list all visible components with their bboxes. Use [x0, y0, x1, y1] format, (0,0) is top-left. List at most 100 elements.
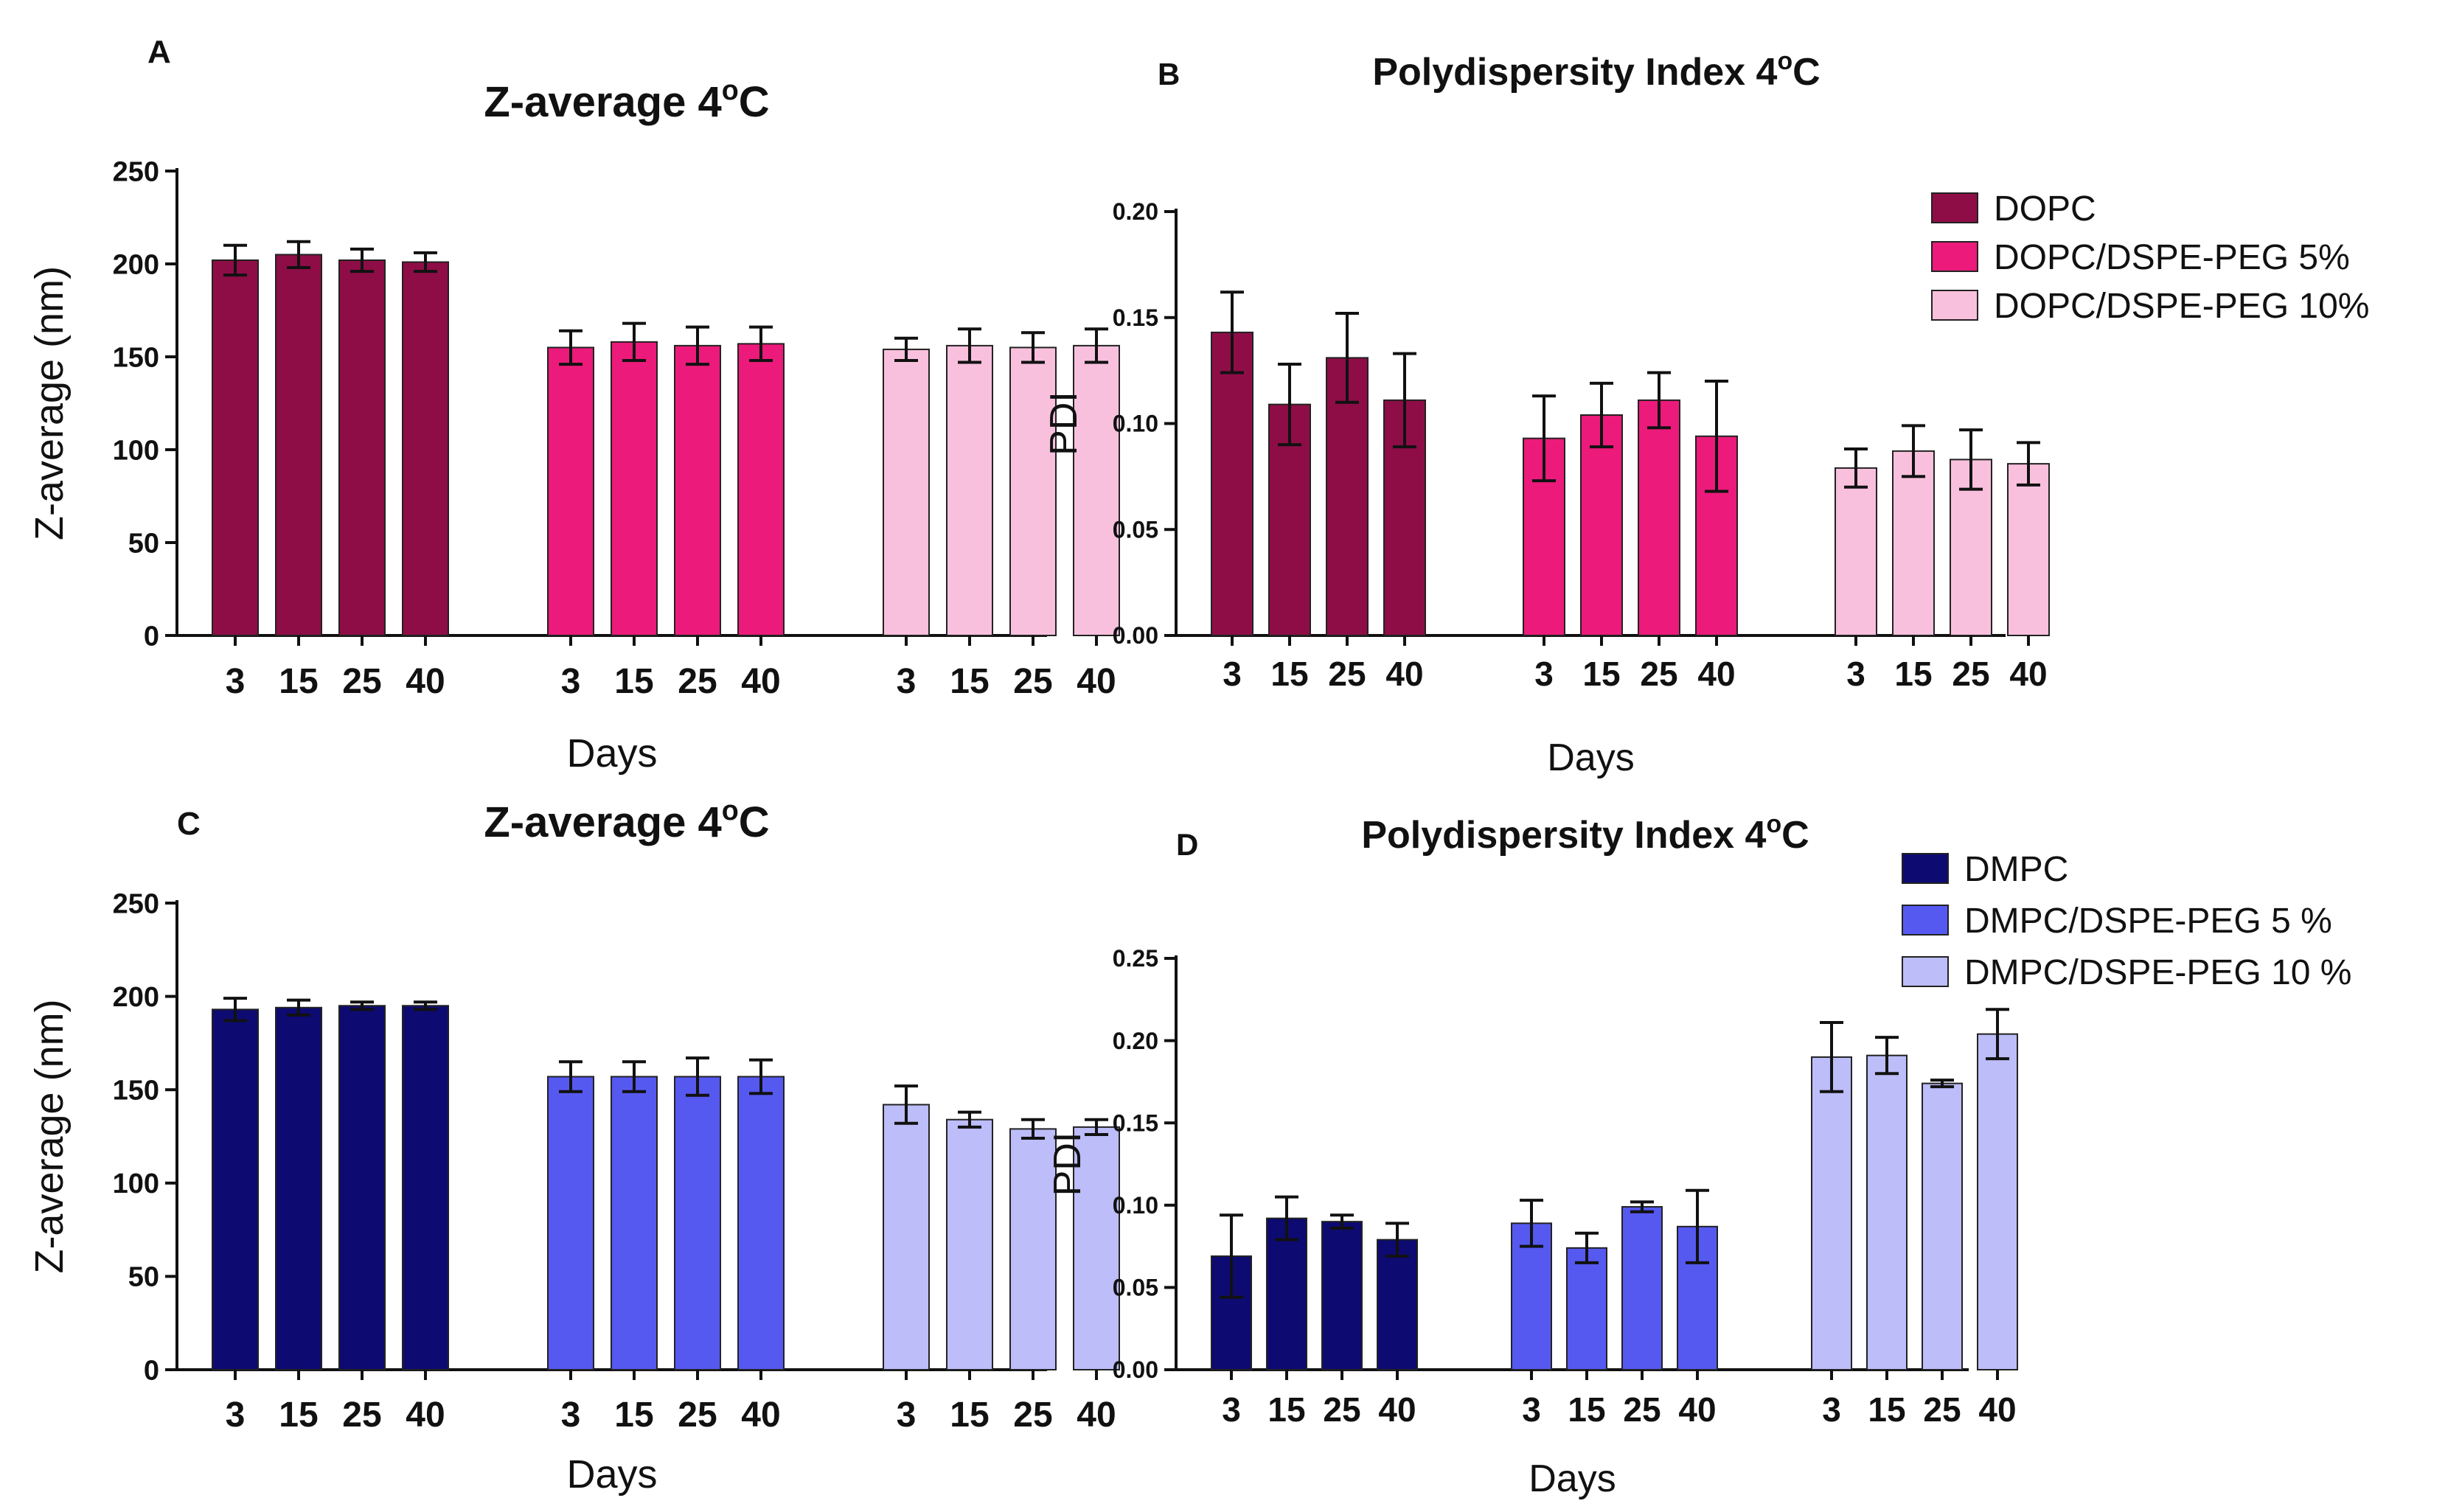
- x-tick-label: 15: [1267, 1390, 1305, 1429]
- bar: [338, 1005, 386, 1370]
- x-tick-label: 25: [1323, 1390, 1360, 1429]
- bar: [212, 259, 259, 636]
- bar: [883, 348, 930, 636]
- x-tick-label: 25: [1328, 655, 1366, 693]
- x-tick-label: 40: [406, 662, 445, 701]
- bar: [737, 1076, 785, 1370]
- y-tick-label: 0.15: [1113, 1109, 1158, 1136]
- x-tick-label: 15: [279, 1396, 318, 1435]
- bar: [611, 341, 658, 636]
- x-tick-label: 25: [342, 662, 381, 701]
- x-tick-label: 3: [1822, 1390, 1841, 1429]
- legend-swatch: [1931, 192, 1978, 223]
- x-tick-label: 40: [1697, 655, 1735, 693]
- y-tick-label: 0.25: [1113, 945, 1158, 972]
- y-tick-label: 0: [144, 1355, 159, 1386]
- x-tick-label: 40: [741, 662, 780, 701]
- bar: [1638, 399, 1680, 636]
- bar: [1211, 331, 1253, 636]
- x-tick-label: 3: [561, 662, 581, 701]
- bar: [737, 343, 785, 636]
- x-tick-label: 25: [1923, 1390, 1961, 1429]
- y-tick-label: 250: [113, 156, 159, 187]
- legend-swatch: [1931, 290, 1978, 321]
- y-tick-label: 0: [144, 621, 159, 652]
- x-tick-label: 15: [1270, 655, 1308, 693]
- chart-title: Polydispersity Index 4oC: [1372, 47, 1820, 94]
- y-axis-label: PDI: [1046, 1132, 1089, 1196]
- x-tick-label: 15: [614, 662, 653, 701]
- x-tick-label: 25: [678, 662, 717, 701]
- panel-d: D Polydispersity Index 4oC 0.00 0.05 0.10 0.1…: [1046, 810, 2351, 1500]
- legend-label: DMPC: [1964, 850, 2068, 889]
- bar: [1377, 1238, 1418, 1370]
- x-tick-label: 15: [279, 662, 318, 701]
- bar: [1321, 1221, 1363, 1370]
- bar: [674, 344, 721, 636]
- y-tick-label: 50: [128, 1262, 159, 1293]
- bar: [1073, 344, 1120, 636]
- bar: [1326, 357, 1369, 636]
- x-tick-label: 15: [1568, 1390, 1605, 1429]
- y-tick-label: 0.00: [1113, 622, 1158, 649]
- x-tick-label: 40: [2009, 655, 2047, 693]
- x-tick-label: 40: [1378, 1390, 1416, 1429]
- panel-letter: A: [147, 34, 171, 70]
- x-tick-label: 25: [678, 1396, 717, 1435]
- x-tick-label: 25: [1952, 655, 1989, 693]
- x-tick-label: 3: [226, 1396, 246, 1435]
- x-tick-label: 3: [1534, 655, 1554, 693]
- y-axis-label: PDI: [1043, 391, 1085, 456]
- x-tick-label: 40: [406, 1396, 445, 1435]
- bar: [946, 1118, 993, 1371]
- y-tick-label: 200: [113, 982, 159, 1013]
- x-tick-label: 3: [897, 1396, 917, 1435]
- bar: [1566, 1247, 1607, 1371]
- y-axis-label: Z-average (nm): [27, 266, 72, 540]
- bar: [275, 254, 322, 636]
- bar: [547, 346, 594, 636]
- bar: [1866, 1054, 1908, 1370]
- x-tick-label: 15: [1894, 655, 1932, 693]
- legend-label: DOPC/DSPE-PEG 10%: [1994, 287, 2369, 326]
- bar: [1073, 1126, 1120, 1370]
- y-tick-label: 0.15: [1113, 304, 1158, 331]
- bar: [402, 1005, 449, 1370]
- bar: [547, 1076, 594, 1370]
- x-tick-label: 3: [1222, 1390, 1241, 1429]
- y-tick-label: 200: [113, 249, 159, 280]
- bar: [275, 1006, 322, 1370]
- panel-letter: B: [1158, 57, 1180, 91]
- x-axis-label: Days: [566, 731, 657, 776]
- x-tick-label: 40: [1978, 1390, 2016, 1429]
- x-tick-label: 15: [614, 1396, 653, 1435]
- bar: [1922, 1082, 1963, 1370]
- x-tick-label: 3: [897, 662, 917, 701]
- panel-letter: C: [177, 806, 201, 842]
- y-tick-label: 100: [113, 435, 159, 466]
- x-tick-label: 25: [1013, 662, 1052, 701]
- legend-swatch: [1902, 905, 1949, 936]
- y-axis-label: Z-average (nm): [27, 999, 72, 1273]
- x-tick-label: 3: [1223, 655, 1242, 693]
- chart-title: Z-average 4oC: [484, 74, 769, 126]
- x-axis-label: Days: [1547, 736, 1634, 779]
- y-tick-label: 0.20: [1113, 1028, 1158, 1054]
- y-tick-label: 100: [113, 1168, 159, 1199]
- x-tick-label: 40: [741, 1396, 780, 1435]
- y-tick-label: 0.10: [1113, 411, 1158, 437]
- x-tick-label: 15: [1582, 655, 1620, 693]
- legend-swatch: [1902, 853, 1949, 884]
- legend-swatch: [1902, 956, 1949, 987]
- legend-label: DMPC/DSPE-PEG 10 %: [1964, 953, 2351, 992]
- bar: [1892, 450, 1935, 636]
- panel-a: A Z-average 4oC 0 50 100 150 200 250 Z-average (…: [27, 34, 1120, 776]
- bar: [212, 1008, 259, 1370]
- bar: [1811, 1056, 1852, 1371]
- x-tick-label: 25: [342, 1396, 381, 1435]
- x-tick-label: 40: [1385, 655, 1423, 693]
- x-tick-label: 40: [1077, 1396, 1116, 1435]
- legend-swatch: [1931, 241, 1978, 272]
- chart-title: Polydispersity Index 4oC: [1361, 810, 1809, 857]
- bar: [883, 1104, 930, 1371]
